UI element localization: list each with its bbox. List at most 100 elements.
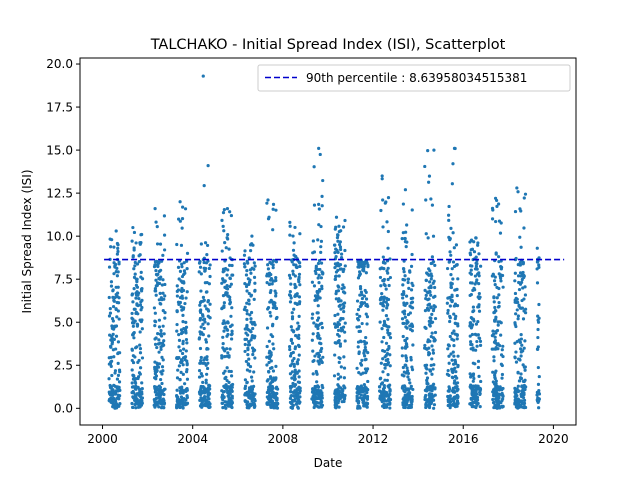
scatter-point <box>427 322 432 327</box>
scatter-point <box>341 283 345 287</box>
scatter-point <box>288 220 292 224</box>
scatter-point <box>432 363 436 367</box>
scatter-point <box>311 349 315 353</box>
scatter-point <box>116 246 120 250</box>
scatter-point <box>361 400 365 404</box>
scatter-point <box>338 318 342 322</box>
scatter-point <box>312 401 316 405</box>
scatter-point <box>313 269 317 273</box>
scatter-point <box>204 290 209 294</box>
scatter-point <box>205 366 210 371</box>
scatter-point <box>336 328 341 332</box>
scatter-point <box>380 392 384 396</box>
scatter-point <box>449 285 453 289</box>
scatter-point <box>201 333 205 337</box>
scatter-point <box>403 188 408 192</box>
scatter-point <box>226 320 230 324</box>
scatter-point <box>293 389 297 393</box>
scatter-point <box>317 146 321 150</box>
scatter-point <box>204 378 208 382</box>
scatter-point <box>221 346 225 350</box>
scatter-point <box>220 281 224 285</box>
scatter-point <box>536 365 540 370</box>
scatter-point <box>477 303 481 307</box>
scatter-point <box>501 394 505 398</box>
scatter-point <box>315 380 319 384</box>
scatter-point <box>289 325 293 329</box>
scatter-point <box>383 355 387 359</box>
scatter-point <box>454 243 459 247</box>
scatter-point <box>430 331 434 335</box>
scatter-point <box>223 405 227 409</box>
scatter-point <box>378 267 382 271</box>
scatter-point <box>381 255 385 259</box>
scatter-point <box>339 307 343 311</box>
scatter-point <box>266 305 271 310</box>
scatter-point <box>117 301 121 305</box>
scatter-point <box>537 263 541 267</box>
scatter-point <box>341 225 346 229</box>
scatter-point <box>518 306 523 310</box>
scatter-point <box>520 298 524 303</box>
scatter-point <box>207 266 211 271</box>
scatter-point <box>160 283 164 287</box>
scatter-point <box>448 319 452 324</box>
scatter-point <box>178 200 182 204</box>
scatter-point <box>536 382 541 386</box>
scatter-point <box>336 377 341 381</box>
scatter-point <box>114 402 119 406</box>
scatter-point <box>115 377 120 381</box>
scatter-point <box>117 394 121 398</box>
scatter-point <box>313 388 318 392</box>
scatter-point <box>162 401 167 405</box>
scatter-point <box>319 349 323 354</box>
scatter-point <box>181 391 185 395</box>
scatter-point <box>410 329 414 333</box>
scatter-point <box>140 356 145 360</box>
scatter-point <box>245 309 249 313</box>
scatter-point <box>405 240 409 244</box>
scatter-point <box>266 402 270 406</box>
scatter-point <box>425 290 429 294</box>
scatter-point <box>311 359 315 364</box>
y-tick-label: 2.5 <box>54 358 73 372</box>
scatter-point <box>355 366 359 370</box>
scatter-point <box>107 295 111 300</box>
scatter-point <box>157 338 161 342</box>
scatter-point <box>468 321 472 325</box>
scatter-point <box>401 202 405 206</box>
scatter-point <box>137 391 141 395</box>
scatter-point <box>453 332 457 336</box>
scatter-point <box>406 280 410 285</box>
scatter-point <box>205 252 209 257</box>
scatter-point <box>521 379 526 383</box>
scatter-point <box>384 363 388 367</box>
scatter-point <box>496 401 500 405</box>
scatter-point <box>388 275 392 280</box>
scatter-point <box>242 262 247 266</box>
scatter-point <box>159 268 163 272</box>
scatter-point <box>384 314 388 318</box>
scatter-point <box>317 401 321 405</box>
scatter-point <box>116 340 121 344</box>
scatter-point <box>315 311 319 315</box>
scatter-point <box>208 302 212 306</box>
scatter-point <box>454 287 459 292</box>
scatter-point <box>114 334 119 338</box>
scatter-point <box>494 315 498 319</box>
scatter-point <box>159 400 163 404</box>
scatter-point <box>221 277 225 281</box>
scatter-point <box>409 384 413 388</box>
scatter-point <box>469 272 473 276</box>
scatter-point <box>221 267 226 271</box>
scatter-point <box>430 344 434 348</box>
scatter-point <box>155 224 159 229</box>
scatter-point <box>501 285 505 289</box>
scatter-point <box>523 293 528 297</box>
scatter-point <box>356 308 361 312</box>
scatter-point <box>247 298 251 302</box>
scatter-point <box>449 352 453 356</box>
scatter-point <box>287 273 292 277</box>
scatter-point <box>137 393 141 398</box>
scatter-point <box>494 219 498 224</box>
